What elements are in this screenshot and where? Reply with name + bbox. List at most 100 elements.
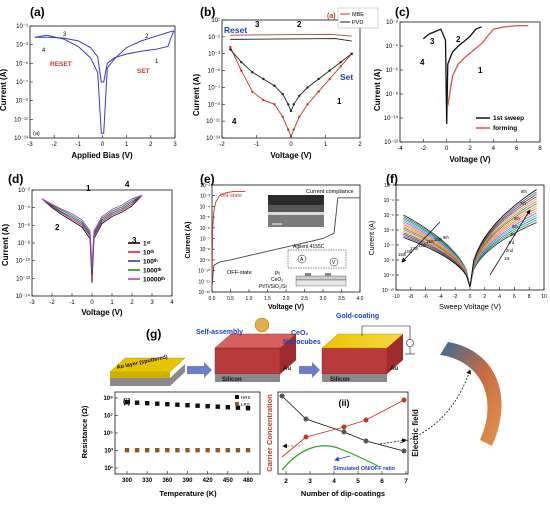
y-tick-label: 10⁻⁸: [384, 258, 394, 264]
hrs-point: [235, 405, 241, 410]
nanocube-droplet: [254, 317, 270, 333]
panel-ii-point: [303, 434, 309, 440]
panel-b-n3: 3: [255, 20, 260, 29]
panel-a-label: (a): [30, 5, 45, 19]
panel-g-label: (g): [146, 327, 161, 341]
series-point-b: [317, 90, 320, 93]
panel-d-legend: 1ˢᵗ 10ᵗʰ 100ᵗʰ 1000ᵗʰ 10000ᵗʰ: [128, 241, 165, 284]
panel-a-xlabel: Applied Bias (V): [71, 151, 133, 160]
sweep-curve-pos: [469, 198, 537, 288]
x-tick-label: -1: [254, 142, 260, 148]
sweep-curve-pos: [469, 217, 537, 288]
x-tick-label: -4: [397, 146, 403, 152]
x-tick-label: 390: [182, 478, 193, 484]
legend-d-label: 10ᵗʰ: [143, 250, 155, 257]
series-point-b: [292, 128, 295, 131]
ceo2-label: CeO₂: [291, 330, 309, 337]
sweep-curve-neg: [403, 227, 471, 288]
x-tick-label: 2: [358, 142, 362, 148]
x-tick-label: 420: [203, 478, 214, 484]
panel-e-ceo2: CeO₂: [271, 277, 283, 283]
panel-ii-point: [363, 438, 369, 444]
sweep-curve-pos: [469, 212, 537, 288]
x-tick-label: 360: [162, 478, 173, 484]
panel-e-stack: Pt/Ti/SiO₂/Si: [259, 284, 287, 290]
legend-1st-sweep-label: 1st sweep: [493, 115, 524, 122]
sweep-curve-neg: [403, 235, 471, 288]
x-tick-label: -8: [409, 294, 414, 300]
step-au-layer: Au layer (sputtered): [109, 354, 186, 386]
sweep-label: 9th: [443, 235, 449, 240]
x-tick-label: -2: [219, 142, 225, 148]
lrs-point: [215, 448, 220, 453]
nanocubes-label: Nanocubes: [283, 339, 321, 346]
series-line-a-0: [34, 30, 175, 83]
panel-e-y-ticks: 10⁻² 10⁻³ 10⁻⁴ 10⁻⁵ 10⁻⁶ 10⁻⁷ 10⁻⁸ 10⁻⁹ 10⁻¹⁰ 10⁻…: [198, 183, 215, 296]
sweep-curve-neg: [403, 232, 471, 288]
y-tick-label: 10⁻⁵: [208, 68, 221, 75]
x-tick-label: 3: [150, 300, 154, 306]
panel-f-trend-arrow: [489, 209, 531, 276]
panel-ii-arrow-note: [334, 455, 351, 462]
lrs-point: [195, 448, 200, 453]
x-tick-label: 3.5: [338, 296, 345, 302]
sweep-label: 4th: [510, 232, 516, 237]
arrow-step-2: [299, 362, 320, 378]
panel-e-label: (e): [200, 172, 215, 186]
panel-c-ylabel: Current (A): [373, 69, 382, 112]
y-tick-label: 10⁻¹³: [14, 136, 28, 142]
y-tick-label: 10⁻⁶: [384, 228, 394, 234]
y-tick-label: 10⁻⁴: [386, 43, 399, 50]
panel-ii-point: [279, 393, 285, 399]
electric-field-ribbon: [440, 342, 502, 446]
legend-lrs-swatch: [235, 402, 239, 406]
x-tick-label: -2: [453, 294, 458, 300]
step-self-assembly: Silicon Au Self-assembly CeO₂ Nanocubes: [196, 317, 321, 383]
series-line-c-0: [422, 26, 482, 125]
y-tick-label: 10³: [104, 448, 113, 455]
lrs-point: [134, 448, 140, 453]
panel-d-n2: 2: [55, 223, 60, 232]
sweep-label: 14th: [404, 249, 413, 254]
panel-ii-onoff-curve: [281, 445, 379, 471]
sweep-label: 10th: [434, 237, 443, 242]
x-tick-label: 1: [110, 300, 114, 306]
panel-ii-point: [341, 429, 347, 435]
panel-c: (c) 10⁻² 10⁻⁴ 10⁻⁶ 10⁻⁸ 10⁻¹⁰ 10⁻¹² -4 -2 0 2 4 6 8…: [373, 5, 542, 164]
panel-i-legend: HRS LRS: [235, 395, 251, 407]
panel-f-curves: [403, 189, 537, 288]
series-point-b: [251, 90, 254, 93]
panel-a-n1: 1: [155, 59, 159, 65]
hrs-point: [165, 402, 170, 407]
panel-d-label: (d): [8, 172, 23, 186]
series-point-b: [289, 109, 293, 113]
x-tick-label: -1: [69, 300, 75, 306]
meter-symbol: [406, 339, 414, 347]
panel-ii-x-ticks: 2 3 4 5 6 7: [284, 471, 408, 485]
x-tick-label: 1.0: [246, 296, 253, 302]
series-point-b: [306, 103, 309, 106]
series-line-e-1: [211, 197, 360, 287]
panel-ii-label: (ii): [339, 398, 350, 408]
panel-a-x-ticks: -3 -2 -1 0 1 2 3: [27, 135, 177, 148]
coated-block: [321, 347, 388, 375]
panel-f-trend-arrow-neg: [401, 221, 441, 263]
y-tick-label: 10⁻³: [16, 43, 28, 49]
silicon-1: [110, 364, 185, 386]
substrate-layer: [295, 279, 347, 287]
x-tick-label: 0: [289, 142, 293, 148]
panel-a-inner-label: (a): [33, 131, 40, 137]
sweep-curve-pos: [469, 215, 537, 288]
panel-e-agilent: Agilent 4155C: [293, 244, 325, 250]
x-tick-label: 1: [324, 142, 328, 148]
ammeter-symbol: [297, 254, 307, 264]
x-tick-label: 450: [223, 478, 234, 484]
hrs-point: [195, 403, 200, 408]
panel-e-on-state: ON-state: [220, 193, 242, 199]
x-tick-label: 2: [130, 300, 134, 306]
panel-b: (b) 10¹ 10⁻¹ 10⁻³ 10⁻⁵ 10⁻⁷ 10⁻⁹ 10⁻¹¹ 10⁻¹³ -2…: [192, 5, 379, 160]
coated-block-side: [387, 334, 403, 374]
y-tick-label: 10⁻¹³: [206, 136, 220, 142]
series-point-b: [262, 98, 265, 102]
